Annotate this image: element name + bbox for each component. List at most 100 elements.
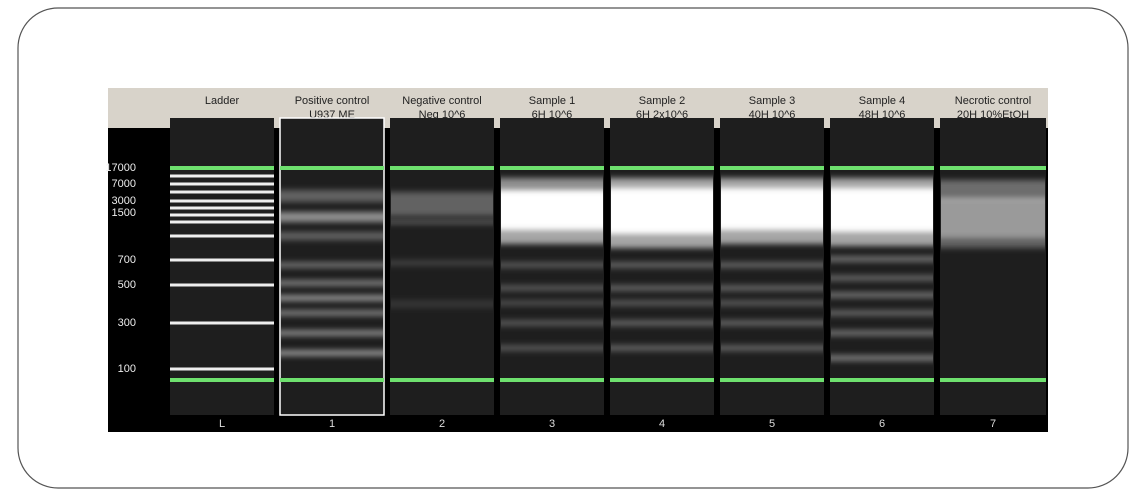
band	[501, 320, 603, 326]
marker-band	[280, 166, 384, 170]
band	[281, 190, 383, 202]
ladder-band	[170, 259, 274, 262]
size-label: 3000	[112, 195, 136, 207]
size-label: 7000	[112, 178, 136, 190]
size-label: 17000	[105, 162, 136, 174]
band	[721, 188, 823, 230]
band	[611, 188, 713, 234]
lane-number: 1	[329, 418, 335, 430]
lane-title: Necrotic control	[955, 95, 1031, 107]
lane-title: Sample 2	[639, 95, 685, 107]
lane-number: 7	[990, 418, 996, 430]
lane	[940, 118, 1046, 415]
marker-band	[610, 166, 714, 170]
lane-title: Sample 4	[859, 95, 905, 107]
band	[281, 350, 383, 356]
band	[721, 320, 823, 326]
size-label: 700	[118, 254, 136, 266]
smear	[611, 178, 713, 351]
band	[281, 212, 383, 222]
ladder-band	[170, 183, 274, 186]
band	[391, 192, 493, 216]
smear	[941, 180, 1045, 248]
band	[501, 262, 603, 268]
ladder-band	[170, 284, 274, 287]
band	[611, 234, 713, 248]
band	[391, 220, 493, 224]
band	[611, 300, 713, 306]
lane-number: 2	[439, 418, 445, 430]
lane-title: Sample 1	[529, 95, 575, 107]
band	[611, 320, 713, 326]
size-label: 500	[118, 279, 136, 291]
marker-band	[280, 378, 384, 382]
band	[721, 345, 823, 351]
band	[831, 275, 933, 281]
ladder-band	[170, 235, 274, 238]
band	[831, 330, 933, 336]
marker-band	[720, 378, 824, 382]
ladder-band	[170, 191, 274, 194]
ladder-band	[170, 322, 274, 325]
lane-number: 5	[769, 418, 775, 430]
band	[281, 330, 383, 336]
band	[941, 238, 1045, 248]
marker-band	[500, 166, 604, 170]
band	[281, 310, 383, 316]
band	[941, 198, 1045, 238]
lane-title: Sample 3	[749, 95, 795, 107]
size-label: 1500	[112, 207, 136, 219]
band	[501, 345, 603, 351]
band	[611, 345, 713, 351]
marker-band	[940, 378, 1046, 382]
ladder-band	[170, 214, 274, 217]
ladder-band	[170, 207, 274, 210]
marker-band	[940, 166, 1046, 170]
band	[391, 300, 493, 308]
lane-number: L	[219, 418, 225, 430]
marker-band	[830, 166, 934, 170]
smear	[501, 178, 603, 351]
band	[501, 178, 603, 192]
lane-number: 6	[879, 418, 885, 430]
marker-band	[390, 378, 494, 382]
band	[831, 256, 933, 262]
band	[391, 260, 493, 266]
band	[501, 300, 603, 306]
ladder-band	[170, 221, 274, 224]
marker-band	[170, 378, 274, 382]
ladder-band	[170, 175, 274, 178]
marker-band	[720, 166, 824, 170]
ladder-band	[170, 200, 274, 203]
lane-title: Ladder	[205, 95, 240, 107]
band	[831, 232, 933, 246]
size-label: 300	[118, 317, 136, 329]
page: LadderLPositive controlU937 ME1Negative …	[0, 0, 1138, 497]
smear	[721, 178, 823, 351]
band	[281, 280, 383, 286]
band	[281, 262, 383, 268]
band	[721, 285, 823, 291]
marker-band	[500, 378, 604, 382]
band	[501, 230, 603, 244]
size-label: 100	[118, 363, 136, 375]
marker-band	[390, 166, 494, 170]
lane-number: 4	[659, 418, 665, 430]
band	[721, 230, 823, 244]
band	[831, 292, 933, 298]
lane-title: Negative control	[402, 95, 482, 107]
band	[831, 310, 933, 316]
band	[831, 355, 933, 361]
band	[611, 262, 713, 268]
marker-band	[610, 378, 714, 382]
lane	[390, 118, 494, 415]
marker-band	[170, 166, 274, 170]
band	[611, 285, 713, 291]
band	[721, 262, 823, 268]
band	[501, 190, 603, 230]
band	[281, 295, 383, 301]
lane	[830, 118, 934, 415]
band	[941, 180, 1045, 200]
ladder-band	[170, 368, 274, 371]
